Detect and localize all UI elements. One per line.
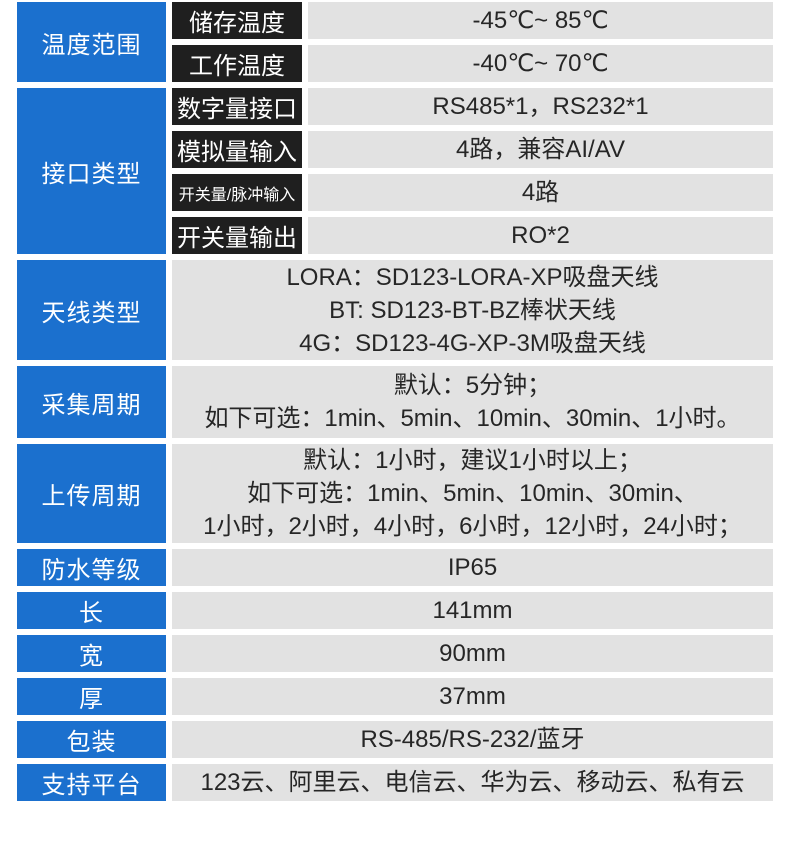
value-digital-interface: RS485*1，RS232*1: [308, 88, 773, 125]
row-switch-pulse-input: 开关量/脉冲输入 4路: [172, 174, 773, 211]
value-width: 90mm: [172, 635, 773, 672]
section-label-temperature-range: 温度范围: [17, 2, 166, 82]
value-operating-temperature: -40℃~ 70℃: [308, 45, 773, 82]
section-width: 宽 90mm: [17, 635, 773, 672]
value-upload-cycle: 默认：1小时，建议1小时以上； 如下可选：1min、5min、10min、30m…: [172, 444, 773, 543]
value-waterproof-rating: IP65: [172, 549, 773, 586]
row-digital-interface: 数字量接口 RS485*1，RS232*1: [172, 88, 773, 125]
section-waterproof-rating: 防水等级 IP65: [17, 549, 773, 586]
section-length: 长 141mm: [17, 592, 773, 629]
section-label-collection-cycle: 采集周期: [17, 366, 166, 438]
interface-type-rows: 数字量接口 RS485*1，RS232*1 模拟量输入 4路，兼容AI/AV 开…: [172, 88, 773, 254]
section-interface-type: 接口类型 数字量接口 RS485*1，RS232*1 模拟量输入 4路，兼容AI…: [17, 88, 773, 254]
product-spec-table: 温度范围 储存温度 -45℃~ 85℃ 工作温度 -40℃~ 70℃ 接口类型 …: [17, 2, 773, 801]
section-upload-cycle: 上传周期 默认：1小时，建议1小时以上； 如下可选：1min、5min、10mi…: [17, 444, 773, 543]
section-label-width: 宽: [17, 635, 166, 672]
section-temperature-range: 温度范围 储存温度 -45℃~ 85℃ 工作温度 -40℃~ 70℃: [17, 2, 773, 82]
section-label-interface-type: 接口类型: [17, 88, 166, 254]
value-switch-pulse-input: 4路: [308, 174, 773, 211]
value-switch-output: RO*2: [308, 217, 773, 254]
section-label-thickness: 厚: [17, 678, 166, 715]
value-length: 141mm: [172, 592, 773, 629]
section-label-upload-cycle: 上传周期: [17, 444, 166, 543]
value-packaging: RS-485/RS-232/蓝牙: [172, 721, 773, 758]
value-supported-platforms: 123云、阿里云、电信云、华为云、移动云、私有云: [172, 764, 773, 801]
temperature-range-rows: 储存温度 -45℃~ 85℃ 工作温度 -40℃~ 70℃: [172, 2, 773, 82]
section-label-waterproof-rating: 防水等级: [17, 549, 166, 586]
row-switch-output: 开关量输出 RO*2: [172, 217, 773, 254]
sublabel-switch-output: 开关量输出: [172, 217, 302, 254]
section-label-supported-platforms: 支持平台: [17, 764, 166, 801]
section-label-antenna-type: 天线类型: [17, 260, 166, 360]
sublabel-operating-temperature: 工作温度: [172, 45, 302, 82]
section-collection-cycle: 采集周期 默认：5分钟； 如下可选：1min、5min、10min、30min、…: [17, 366, 773, 438]
row-operating-temperature: 工作温度 -40℃~ 70℃: [172, 45, 773, 82]
sublabel-analog-input: 模拟量输入: [172, 131, 302, 168]
value-thickness: 37mm: [172, 678, 773, 715]
section-thickness: 厚 37mm: [17, 678, 773, 715]
row-analog-input: 模拟量输入 4路，兼容AI/AV: [172, 131, 773, 168]
sublabel-switch-pulse-input: 开关量/脉冲输入: [172, 174, 302, 211]
sublabel-storage-temperature: 储存温度: [172, 2, 302, 39]
sublabel-digital-interface: 数字量接口: [172, 88, 302, 125]
value-analog-input: 4路，兼容AI/AV: [308, 131, 773, 168]
section-label-length: 长: [17, 592, 166, 629]
value-collection-cycle: 默认：5分钟； 如下可选：1min、5min、10min、30min、1小时。: [172, 366, 773, 438]
value-storage-temperature: -45℃~ 85℃: [308, 2, 773, 39]
section-supported-platforms: 支持平台 123云、阿里云、电信云、华为云、移动云、私有云: [17, 764, 773, 801]
row-storage-temperature: 储存温度 -45℃~ 85℃: [172, 2, 773, 39]
section-label-packaging: 包装: [17, 721, 166, 758]
value-antenna-type: LORA：SD123-LORA-XP吸盘天线 BT: SD123-BT-BZ棒状…: [172, 260, 773, 360]
section-antenna-type: 天线类型 LORA：SD123-LORA-XP吸盘天线 BT: SD123-BT…: [17, 260, 773, 360]
section-packaging: 包装 RS-485/RS-232/蓝牙: [17, 721, 773, 758]
